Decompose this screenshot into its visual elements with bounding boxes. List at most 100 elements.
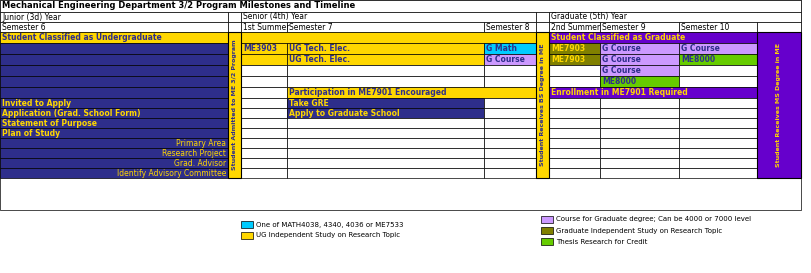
Text: ME7903: ME7903 [551, 55, 585, 64]
Bar [0, 108, 228, 118]
Bar [228, 65, 241, 76]
Text: Semester 10: Semester 10 [680, 22, 728, 31]
Bar [535, 12, 548, 22]
Bar [535, 138, 548, 148]
Text: Course for Graduate degree; Can be 4000 or 7000 level: Course for Graduate degree; Can be 4000 … [556, 216, 750, 222]
Bar [678, 43, 756, 54]
Bar [678, 108, 756, 118]
Bar [599, 148, 678, 158]
Bar [599, 43, 678, 54]
Text: Identify Advisory Committee: Identify Advisory Committee [117, 168, 225, 177]
Bar [756, 128, 800, 138]
Text: Junior (3d) Year: Junior (3d) Year [2, 13, 61, 22]
Bar [241, 76, 286, 87]
Text: Statement of Purpose: Statement of Purpose [2, 118, 97, 127]
Bar [548, 158, 599, 168]
Bar [286, 76, 483, 87]
Bar [0, 22, 228, 32]
Text: G Course: G Course [601, 66, 640, 75]
Bar [535, 87, 548, 98]
Bar [241, 158, 286, 168]
Bar [599, 118, 678, 128]
Bar [483, 158, 535, 168]
Text: Apply to Graduate School: Apply to Graduate School [289, 108, 399, 117]
Bar [535, 98, 548, 108]
Bar [286, 168, 483, 178]
Bar [241, 54, 286, 65]
Bar [756, 98, 800, 108]
Bar [241, 118, 286, 128]
Bar [241, 221, 253, 228]
Bar [286, 148, 483, 158]
Bar [678, 168, 756, 178]
Bar [483, 22, 535, 32]
Bar [483, 118, 535, 128]
Bar [0, 158, 228, 168]
Bar [548, 148, 599, 158]
Bar [0, 98, 228, 108]
Bar [599, 98, 678, 108]
Bar [241, 168, 286, 178]
Bar [241, 12, 535, 22]
Bar [0, 0, 800, 12]
Bar [548, 87, 800, 98]
Bar [241, 108, 286, 118]
Text: Thesis Research for Credit: Thesis Research for Credit [556, 239, 646, 245]
Text: Research Project: Research Project [162, 149, 225, 158]
Bar [228, 108, 241, 118]
Bar [535, 128, 548, 138]
Bar [0, 148, 228, 158]
Bar [241, 98, 286, 108]
Bar [228, 98, 241, 108]
Bar [228, 148, 241, 158]
Bar [228, 43, 241, 54]
Bar [548, 54, 599, 65]
Text: Invited to Apply: Invited to Apply [2, 99, 71, 108]
Text: One of MATH4038, 4340, 4036 or ME7533: One of MATH4038, 4340, 4036 or ME7533 [255, 221, 403, 227]
Text: UG Independent Study on Research Topic: UG Independent Study on Research Topic [255, 233, 400, 239]
Bar [286, 128, 483, 138]
Bar [241, 87, 286, 98]
Text: Mechanical Engineering Department 3/2 Program Milestones and Timeline: Mechanical Engineering Department 3/2 Pr… [2, 1, 355, 10]
Bar [0, 87, 228, 98]
Bar [228, 76, 241, 87]
Bar [535, 65, 548, 76]
Bar [756, 76, 800, 87]
Bar [599, 108, 678, 118]
Bar [483, 54, 535, 65]
Bar [535, 54, 548, 65]
Bar [678, 158, 756, 168]
Bar [286, 65, 483, 76]
Text: UG Tech. Elec.: UG Tech. Elec. [289, 55, 350, 64]
Bar [0, 0, 800, 210]
Bar [286, 118, 483, 128]
Bar [228, 128, 241, 138]
Bar [678, 128, 756, 138]
Bar [241, 22, 286, 32]
Bar [548, 108, 599, 118]
Bar [535, 43, 548, 54]
Text: ME8000: ME8000 [680, 55, 714, 64]
Bar [241, 148, 286, 158]
Bar [678, 98, 756, 108]
Bar [241, 128, 286, 138]
Bar [241, 138, 286, 148]
Bar [756, 168, 800, 178]
Bar [535, 32, 548, 178]
Bar [535, 148, 548, 158]
Text: G Course: G Course [680, 44, 719, 53]
Text: G Math: G Math [486, 44, 517, 53]
Bar [678, 65, 756, 76]
Text: Student Receives BS Degree in ME: Student Receives BS Degree in ME [539, 44, 544, 166]
Text: G Course: G Course [601, 55, 640, 64]
Bar [599, 168, 678, 178]
Bar [228, 118, 241, 128]
Bar [0, 32, 535, 43]
Bar [286, 158, 483, 168]
Bar [678, 148, 756, 158]
Bar [548, 98, 599, 108]
Bar [535, 168, 548, 178]
Bar [535, 118, 548, 128]
Bar [540, 227, 552, 234]
Bar [483, 43, 535, 54]
